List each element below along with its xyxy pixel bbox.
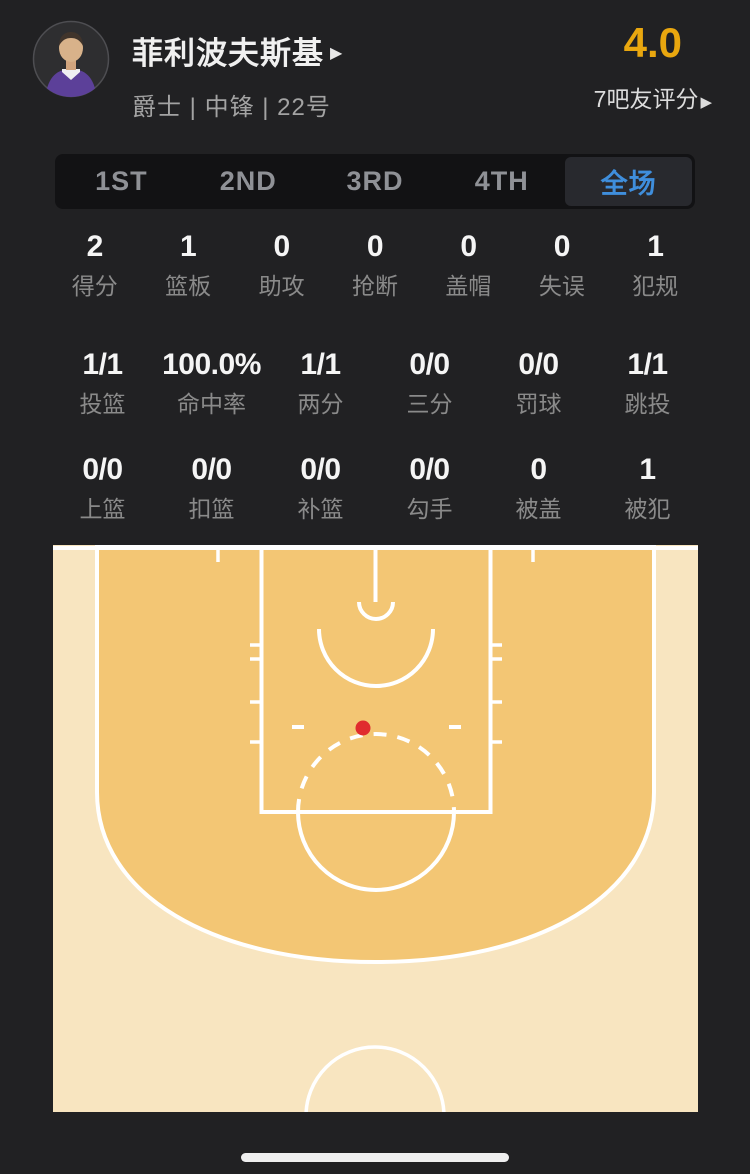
restricted-area-arc [316, 628, 435, 688]
shot-chart-court [52, 545, 698, 1112]
stat-fg-percent: 100.0% 命中率 [162, 348, 261, 417]
stat-putbacks: 0/0 补篮 [297, 453, 344, 522]
rating-caption: 7吧友评分 ▶ [594, 80, 712, 114]
player-photo [32, 20, 110, 98]
avatar[interactable] [32, 20, 110, 98]
player-name: 菲利波夫斯基 [132, 36, 324, 71]
quarter-tabs: 1ST 2ND 3RD 4TH 全场 [55, 154, 695, 209]
tab-3rd-label: 3RD [346, 166, 404, 196]
stats-row-shot-types: 0/0 上篮 0/0 扣篮 0/0 补篮 0/0 勾手 0 被盖 1 被犯 [48, 454, 702, 521]
tab-1st-label: 1ST [95, 166, 148, 196]
court-graphic [52, 545, 698, 1112]
rating-block[interactable]: 4.0 7吧友评分 ▶ [594, 20, 712, 114]
player-header: 菲利波夫斯基 ▶ 爵士 | 中锋 | 22号 4.0 7吧友评分 ▶ [0, 0, 750, 122]
stat-hook-shots: 0/0 勾手 [406, 453, 453, 522]
stats-row-shooting: 1/1 投篮 100.0% 命中率 1/1 两分 0/0 三分 0/0 罚球 1/1 跳投 [48, 349, 702, 416]
rating-arrow-icon: ▶ [700, 94, 712, 111]
stat-assists: 0 助攻 [258, 230, 305, 299]
tab-3rd[interactable]: 3RD [312, 157, 439, 206]
stat-fouls-drawn: 1 被犯 [624, 453, 671, 522]
rating-value: 4.0 [623, 19, 683, 66]
stat-fouls: 1 犯规 [632, 230, 679, 299]
free-throw-circle-dashed [295, 732, 456, 813]
tab-2nd-label: 2ND [219, 166, 277, 196]
stat-two-pointers: 1/1 两分 [297, 348, 344, 417]
shot-marker [355, 720, 370, 736]
stat-jump-shots: 1/1 跳投 [624, 348, 671, 417]
rating-caption-text: 7吧友评分 [593, 86, 699, 112]
stat-field-goals: 1/1 投篮 [79, 348, 126, 417]
stat-blocks: 0 盖帽 [445, 230, 492, 299]
half-court-circle [303, 1045, 446, 1112]
stat-layups: 0/0 上篮 [79, 453, 126, 522]
stat-turnovers: 0 失误 [538, 230, 585, 299]
home-indicator[interactable] [241, 1153, 509, 1162]
stat-free-throws: 0/0 罚球 [515, 348, 562, 417]
player-name-row[interactable]: 菲利波夫斯基 ▶ [132, 28, 342, 73]
tab-4th-label: 4TH [474, 166, 529, 196]
free-throw-circle-solid [295, 811, 456, 892]
stat-rebounds: 1 篮板 [165, 230, 212, 299]
three-point-line [94, 545, 656, 965]
name-arrow-icon: ▶ [330, 44, 343, 62]
stats-row-basic: 2 得分 1 篮板 0 助攻 0 抢断 0 盖帽 0 失误 1 犯规 [48, 231, 702, 298]
stat-three-pointers: 0/0 三分 [406, 348, 453, 417]
tab-full-game-label: 全场 [600, 169, 657, 199]
tab-1st[interactable]: 1ST [58, 157, 185, 206]
stat-dunks: 0/0 扣篮 [188, 453, 235, 522]
stat-shots-blocked: 0 被盖 [515, 453, 562, 522]
tab-4th[interactable]: 4TH [438, 157, 565, 206]
player-id-block: 菲利波夫斯基 ▶ 爵士 | 中锋 | 22号 [132, 20, 342, 122]
rim [356, 601, 395, 621]
player-meta: 爵士 | 中锋 | 22号 [132, 94, 331, 121]
tab-2nd[interactable]: 2ND [185, 157, 312, 206]
stat-steals: 0 抢断 [351, 230, 398, 299]
stat-points: 2 得分 [71, 230, 118, 299]
tab-full-game[interactable]: 全场 [565, 157, 692, 206]
